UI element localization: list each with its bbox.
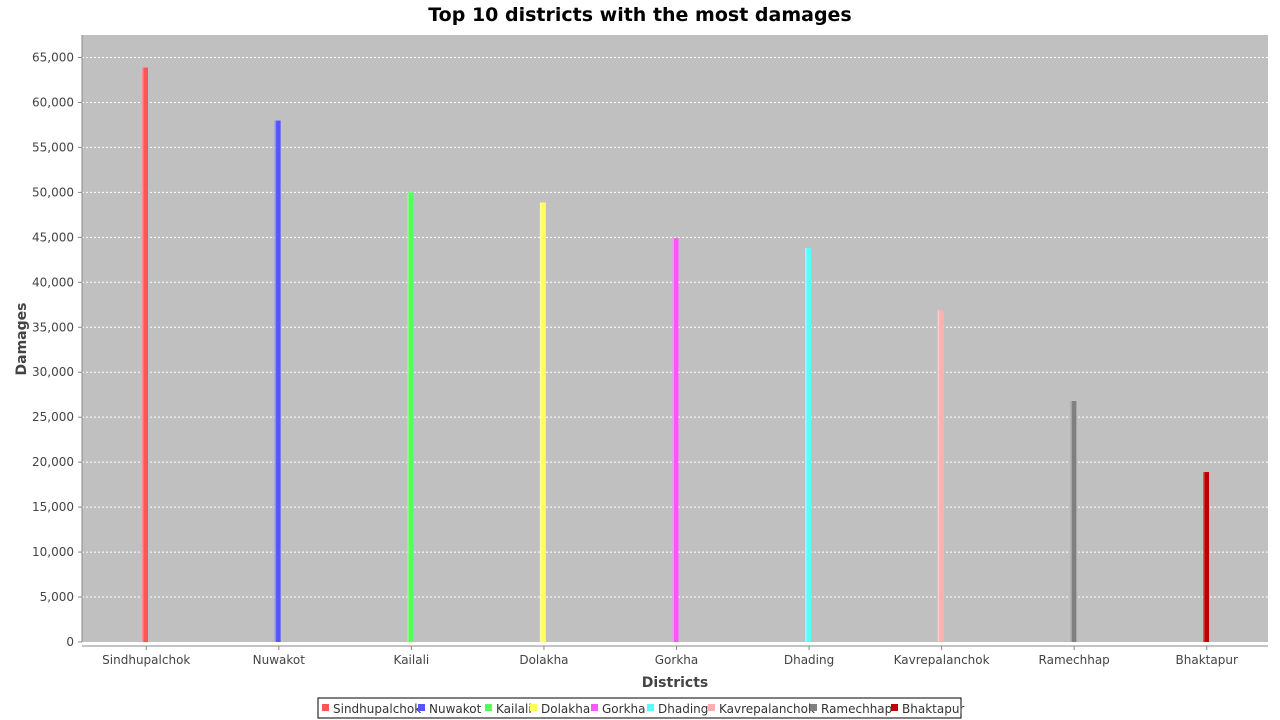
- x-tick-label: Kavrepalanchok: [894, 653, 990, 667]
- y-tick-label: 35,000: [32, 320, 74, 334]
- legend-label: Bhaktapur: [902, 702, 964, 716]
- bar-highlight: [1203, 472, 1205, 642]
- bar-highlight: [937, 310, 940, 642]
- bar-sindhupalchok: [142, 67, 148, 642]
- bar-highlight: [805, 248, 807, 642]
- y-tick-label: 5,000: [40, 590, 74, 604]
- legend-label: Nuwakot: [429, 702, 482, 716]
- bar-ramechhap: [1070, 400, 1077, 642]
- bar-kailali: [407, 192, 414, 643]
- legend-swatch: [322, 704, 329, 711]
- y-tick-label: 50,000: [32, 185, 74, 199]
- x-tick-label: Kailali: [394, 653, 430, 667]
- y-tick-label: 55,000: [32, 140, 74, 154]
- legend-items: Sindhupalchok Nuwakot Kailali Dolakha Gorkha…: [322, 702, 964, 716]
- x-tick-label: Nuwakot: [253, 653, 306, 667]
- legend-label: Kavrepalanchok: [719, 702, 815, 716]
- bar-gorkha: [672, 238, 679, 642]
- legend: Sindhupalchok Nuwakot Kailali Dolakha Gorkha…: [317, 697, 964, 719]
- legend-swatch: [530, 704, 537, 711]
- bar-highlight: [407, 192, 409, 643]
- legend-swatch: [591, 704, 598, 711]
- y-tick-label: 0: [66, 635, 74, 649]
- legend-label: Dolakha: [541, 702, 590, 716]
- x-tick-label: Gorkha: [655, 653, 698, 667]
- bar-dhading: [805, 248, 812, 642]
- bar-highlight: [1070, 400, 1072, 642]
- legend-swatch: [418, 704, 425, 711]
- y-tick-label: 30,000: [32, 365, 74, 379]
- y-tick-label: 15,000: [32, 500, 74, 514]
- x-tick-label: Bhaktapur: [1176, 653, 1238, 667]
- legend-label: Dhading: [658, 702, 708, 716]
- y-tick-label: 20,000: [32, 455, 74, 469]
- x-tick-label: Sindhupalchok: [102, 653, 190, 667]
- legend-label: Gorkha: [602, 702, 645, 716]
- legend-swatch: [891, 704, 898, 711]
- y-axis-title: Damages: [14, 303, 30, 376]
- bar-bhaktapur: [1203, 472, 1209, 642]
- y-tick-label: 25,000: [32, 410, 74, 424]
- y-tick-label: 10,000: [32, 545, 74, 559]
- legend-swatch: [647, 704, 654, 711]
- bar-highlight: [672, 238, 674, 642]
- y-tick-label: 60,000: [32, 95, 74, 109]
- bar-dolakha: [539, 202, 546, 642]
- y-ticks: 0 5,000 10,000 15,000 20,000 25,000 30,000 35,0…: [32, 50, 82, 649]
- bars: [142, 67, 1209, 643]
- x-tick-label: Dhading: [784, 653, 834, 667]
- legend-swatch: [810, 704, 817, 711]
- legend-swatch: [708, 704, 715, 711]
- x-tick-label: Ramechhap: [1039, 653, 1110, 667]
- bar-highlight: [539, 202, 542, 642]
- legend-label: Sindhupalchok: [333, 702, 421, 716]
- legend-label: Kailali: [496, 702, 532, 716]
- legend-box: [317, 697, 962, 719]
- bar-highlight: [274, 120, 277, 643]
- legend-swatch: [485, 704, 492, 711]
- x-axis-title: Districts: [642, 675, 708, 691]
- bar-highlight: [142, 67, 144, 642]
- bar-nuwakot: [274, 120, 281, 643]
- y-tick-label: 45,000: [32, 230, 74, 244]
- chart-title: Top 10 districts with the most damages: [428, 4, 852, 26]
- x-ticks: Sindhupalchok Nuwakot Kailali Dolakha Gorkha…: [102, 646, 1238, 667]
- x-tick-label: Dolakha: [519, 653, 568, 667]
- y-tick-label: 40,000: [32, 275, 74, 289]
- axes: [81, 35, 1268, 647]
- y-tick-label: 65,000: [32, 50, 74, 64]
- bar-kavrepalanchok: [937, 310, 944, 642]
- legend-label: Ramechhap: [821, 702, 892, 716]
